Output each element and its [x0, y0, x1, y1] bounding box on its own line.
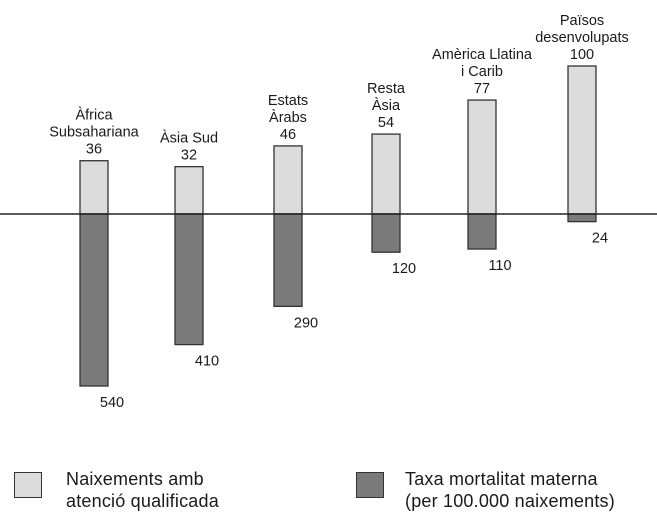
legend-line: atenció qualificada	[66, 491, 219, 511]
legend-label-maternal-mortality: Taxa mortalitat materna (per 100.000 nai…	[405, 468, 615, 512]
legend-swatch-dark	[356, 472, 384, 498]
value-label-bottom: 120	[392, 261, 416, 277]
value-label-top: 100	[570, 47, 594, 63]
legend-item-attended-births: Naixements amb atenció qualificada	[14, 468, 274, 518]
category-label: Subsahariana	[49, 125, 139, 141]
value-label-bottom: 410	[195, 354, 219, 370]
bar-attended-births	[371, 133, 401, 215]
category-label: i Carib	[461, 64, 503, 80]
category-label: Àsia	[372, 97, 401, 114]
bar-attended-births	[467, 99, 497, 215]
bar-maternal-mortality	[467, 213, 497, 250]
value-label-top: 36	[86, 142, 102, 158]
value-label-bottom: 24	[592, 231, 608, 247]
bar-maternal-mortality	[79, 213, 109, 387]
legend-swatch-light	[14, 472, 42, 498]
category-label: Àsia Sud	[160, 130, 218, 147]
category-label: Resta	[367, 81, 406, 97]
bar-attended-births	[273, 145, 303, 215]
category-label: desenvolupats	[535, 30, 629, 46]
category-label: Àrabs	[269, 109, 307, 126]
legend-line: Taxa mortalitat materna	[405, 469, 598, 489]
legend-line: (per 100.000 naixements)	[405, 491, 615, 511]
category-label: Amèrica Llatina	[432, 47, 533, 63]
legend-line: Naixements amb	[66, 469, 204, 489]
value-label-top: 32	[181, 148, 197, 164]
bar-attended-births	[79, 160, 109, 215]
category-label: Països	[560, 13, 604, 29]
bar-attended-births	[174, 165, 204, 215]
category-label: Estats	[268, 93, 308, 109]
legend-label-attended-births: Naixements amb atenció qualificada	[66, 468, 219, 512]
value-label-bottom: 290	[294, 315, 318, 331]
bar-maternal-mortality	[174, 213, 204, 346]
bar-maternal-mortality	[567, 213, 597, 223]
bar-maternal-mortality	[371, 213, 401, 253]
legend-item-maternal-mortality: Taxa mortalitat materna (per 100.000 nai…	[356, 468, 656, 518]
value-label-top: 54	[378, 115, 394, 131]
value-label-bottom: 540	[100, 395, 124, 411]
value-label-bottom: 110	[488, 258, 511, 274]
bar-maternal-mortality	[273, 213, 303, 308]
value-label-top: 77	[474, 81, 490, 97]
bar-attended-births	[567, 65, 597, 215]
category-label: Àfrica	[75, 107, 113, 124]
value-label-top: 46	[280, 127, 296, 143]
